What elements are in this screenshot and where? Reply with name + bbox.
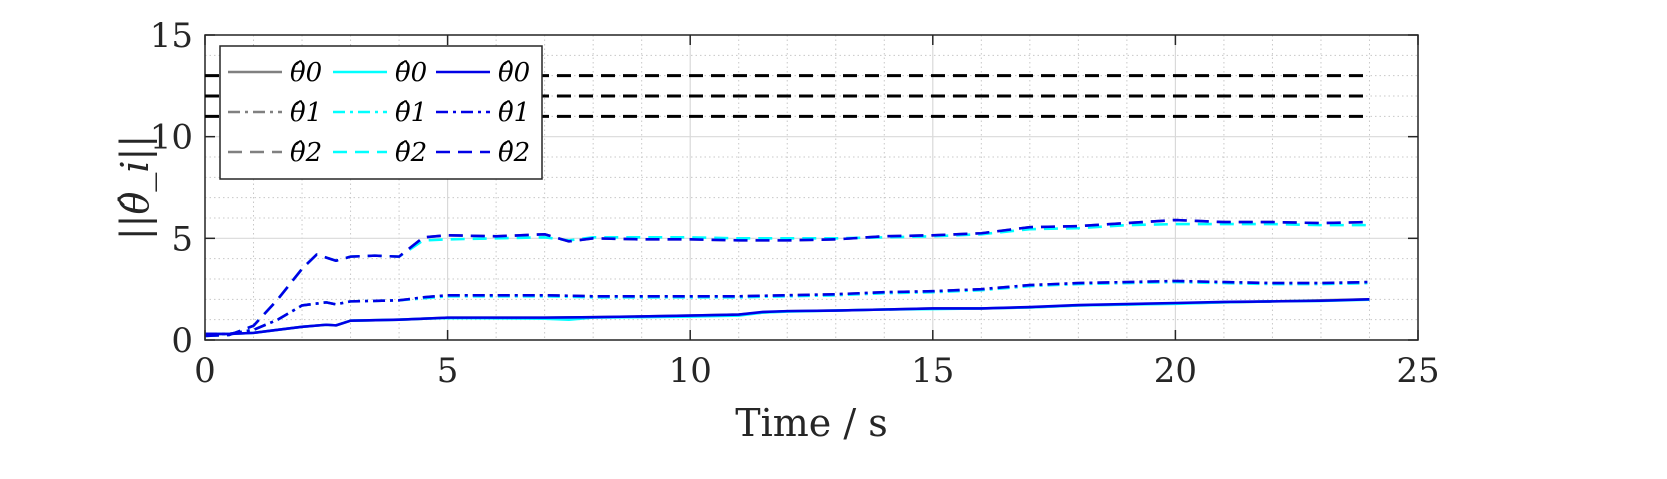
legend-label: θ̂2	[498, 138, 530, 168]
legend-box	[219, 45, 543, 180]
series-line-blue-dashdot	[205, 279, 1370, 336]
series-layer	[204, 74, 1370, 338]
legend-label: θ̂0	[498, 58, 530, 88]
legend-label: θ̂0	[290, 58, 322, 88]
y-tick-label: 10	[150, 118, 193, 158]
x-tick-label: 20	[1154, 351, 1197, 391]
legend-label: θ̂0	[395, 58, 427, 88]
legend-label: θ̂2	[290, 138, 322, 168]
x-tick-label: 25	[1396, 351, 1439, 391]
series-line-blue-dashed	[204, 218, 1370, 338]
y-axis-label: ||θ̂_i||	[113, 135, 158, 240]
legend-label: θ̂1	[290, 98, 322, 128]
x-tick-label: 15	[911, 351, 954, 391]
y-tick-label: 0	[171, 321, 193, 361]
legend-label: θ̂1	[395, 98, 427, 128]
x-tick-label: 0	[194, 351, 216, 391]
legend-label: θ̂2	[395, 138, 427, 168]
legend: θ̂0 θ̂1 θ̂2 θ̂0 θ̂1 θ̂2 θ̂0 θ̂1 θ̂2	[219, 45, 543, 180]
plot-frame	[204, 34, 1419, 341]
ticks: 0 5 10 15 20 25 0 5 10 15	[150, 16, 1440, 391]
series-line-cyan-dashed	[204, 222, 1370, 338]
x-axis-label: Time / s	[735, 401, 887, 445]
series-line-blue-solid	[205, 298, 1370, 336]
legend-label: θ̂1	[498, 98, 530, 128]
y-tick-label: 15	[150, 16, 193, 56]
x-tick-label: 10	[669, 351, 712, 391]
x-tick-label: 5	[437, 351, 459, 391]
y-tick-label: 5	[171, 219, 193, 259]
